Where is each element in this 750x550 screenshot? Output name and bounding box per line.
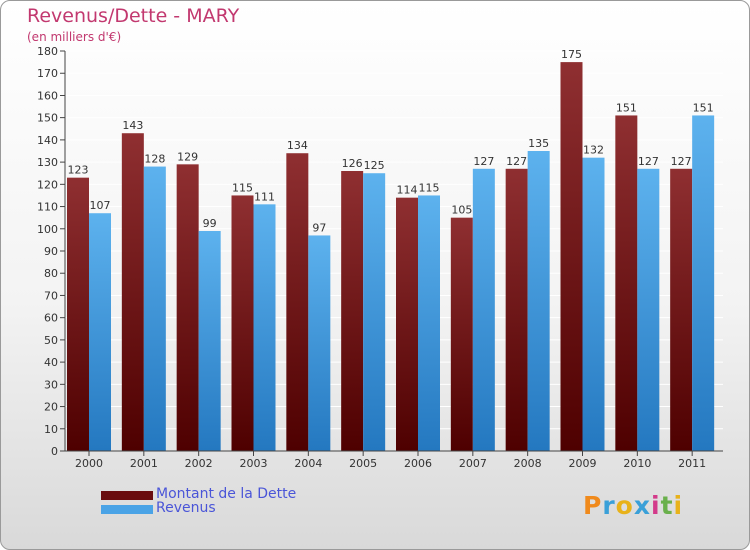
data-label: 134 (287, 139, 308, 152)
y-tick-label: 160 (37, 89, 58, 102)
data-label: 151 (693, 101, 714, 114)
data-label: 114 (397, 184, 418, 197)
data-label: 107 (90, 199, 111, 212)
bar-revenus (527, 151, 550, 451)
y-tick-label: 130 (37, 156, 58, 169)
data-label: 127 (506, 155, 527, 168)
proxiti-logo: Proxiti (583, 491, 683, 520)
data-label: 143 (122, 119, 143, 132)
y-tick-label: 100 (37, 223, 58, 236)
bar-dette (176, 164, 199, 452)
data-label: 123 (68, 164, 89, 177)
logo-letter: i (651, 491, 661, 520)
data-label: 115 (419, 181, 440, 194)
x-tick-label: 2000 (75, 457, 103, 470)
x-tick-label: 2006 (404, 457, 432, 470)
data-label: 125 (364, 159, 385, 172)
data-label: 127 (671, 155, 692, 168)
data-label: 127 (473, 155, 494, 168)
bar-dette (450, 217, 473, 451)
bar-revenus (253, 204, 276, 451)
bar-dette (341, 171, 364, 451)
y-tick-label: 40 (44, 356, 58, 369)
data-label: 132 (583, 144, 604, 157)
logo-letter: o (615, 491, 634, 520)
bar-dette (286, 153, 309, 451)
data-label: 126 (342, 157, 363, 170)
bar-dette (505, 168, 528, 451)
bar-revenus (582, 157, 605, 451)
bar-dette (560, 62, 583, 451)
legend-swatch-revenus (101, 505, 153, 514)
y-tick-label: 90 (44, 245, 58, 258)
y-tick-label: 70 (44, 289, 58, 302)
bar-revenus (198, 231, 221, 451)
y-tick-label: 60 (44, 312, 58, 325)
axes: 0 10 20 30 40 50 60 70 80 90 100 110 120 130 140 150 160… (37, 45, 723, 470)
bars (67, 62, 715, 452)
data-label: 97 (312, 221, 326, 234)
y-tick-label: 170 (37, 67, 58, 80)
bar-revenus (143, 166, 166, 452)
bar-revenus (363, 173, 386, 451)
bar-revenus (637, 168, 660, 451)
data-label: 111 (254, 190, 275, 203)
y-tick-label: 0 (51, 445, 58, 458)
logo-letter: x (633, 491, 651, 520)
x-tick-label: 2009 (569, 457, 597, 470)
x-tick-label: 2007 (459, 457, 487, 470)
data-label: 127 (638, 155, 659, 168)
legend-label-revenus: Revenus (156, 500, 216, 516)
x-tick-label: 2004 (294, 457, 322, 470)
x-tick-label: 2002 (185, 457, 213, 470)
bar-dette (615, 115, 638, 451)
x-tick-label: 2005 (349, 457, 377, 470)
y-tick-label: 80 (44, 267, 58, 280)
data-label: 128 (144, 153, 165, 166)
y-tick-label: 110 (37, 201, 58, 214)
y-tick-label: 30 (44, 378, 58, 391)
y-tick-label: 180 (37, 45, 58, 58)
legend-swatch-debt (101, 491, 153, 500)
logo-letter: r (602, 491, 616, 520)
y-tick-label: 50 (44, 334, 58, 347)
grid-lines (65, 50, 723, 452)
logo-letter: i (673, 491, 684, 520)
x-tick-label: 2010 (623, 457, 651, 470)
logo-letter: t (660, 491, 674, 520)
data-label: 115 (232, 181, 253, 194)
data-label: 135 (528, 137, 549, 150)
bar-revenus (692, 115, 715, 451)
x-tick-label: 2011 (678, 457, 706, 470)
bar-dette (231, 195, 254, 451)
bar-dette (396, 197, 418, 451)
x-tick-label: 2008 (514, 457, 542, 470)
y-tick-label: 10 (44, 423, 58, 436)
bar-revenus (472, 168, 495, 451)
data-label: 175 (561, 48, 582, 61)
data-label: 105 (451, 204, 472, 217)
data-label: 99 (203, 217, 217, 230)
chart-title: Revenus/Dette - MARY (27, 5, 240, 27)
data-label: 129 (177, 150, 198, 163)
y-tick-label: 140 (37, 134, 58, 147)
bar-dette (67, 177, 89, 451)
logo-letter: P (583, 491, 603, 520)
y-tick-label: 20 (44, 401, 58, 414)
bar-revenus (308, 235, 331, 451)
x-tick-label: 2003 (240, 457, 268, 470)
x-tick-label: 2001 (130, 457, 158, 470)
bar-dette (121, 133, 144, 451)
bar-revenus (89, 213, 111, 451)
bar-dette (670, 168, 693, 451)
data-label: 151 (616, 101, 637, 114)
legend-label-debt: Montant de la Dette (156, 486, 297, 502)
y-tick-label: 150 (37, 112, 58, 125)
chart-subtitle: (en milliers d'€) (27, 30, 122, 44)
bar-revenus (418, 195, 440, 451)
y-tick-label: 120 (37, 178, 58, 191)
